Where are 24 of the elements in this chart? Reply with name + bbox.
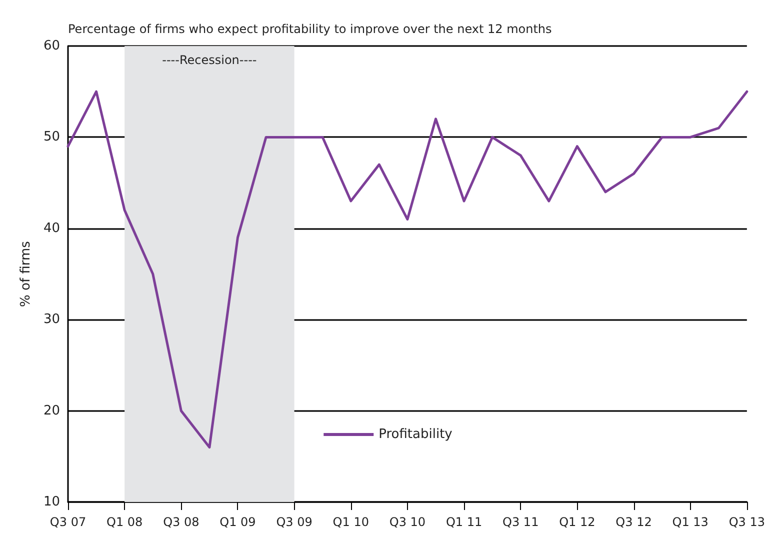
x-tick-label: Q3 11 bbox=[502, 515, 539, 529]
y-tick-label: 30 bbox=[43, 312, 60, 328]
chart-title: Percentage of firms who expect profitability to improve over the next 12 months bbox=[68, 22, 552, 36]
y-tick-label: 40 bbox=[43, 220, 60, 236]
x-tick-label: Q3 12 bbox=[616, 515, 652, 529]
y-tick-label: 20 bbox=[43, 403, 60, 418]
y-tick-label: 10 bbox=[43, 494, 60, 510]
x-tick-label: Q1 09 bbox=[220, 515, 256, 529]
band-label: ----Recession---- bbox=[162, 53, 257, 67]
x-tick-label: Q3 09 bbox=[276, 515, 312, 529]
x-tick-label: Q1 11 bbox=[446, 515, 482, 529]
x-tick-label: Q1 13 bbox=[672, 515, 708, 529]
y-axis-title: % of firms bbox=[18, 240, 34, 307]
x-tick-label: Q1 08 bbox=[106, 515, 143, 529]
x-tick-label: Q3 07 bbox=[50, 515, 86, 529]
x-tick-label: Q3 10 bbox=[389, 515, 426, 529]
line-series bbox=[66, 90, 748, 449]
y-tick-label: 50 bbox=[43, 130, 60, 145]
x-tick-label: Q3 08 bbox=[163, 515, 200, 529]
x-tick-label: Q1 12 bbox=[559, 515, 596, 529]
y-tick-label: 60 bbox=[43, 38, 60, 54]
legend-label: Profitability bbox=[378, 427, 453, 442]
x-tick-label: Q3 13 bbox=[728, 515, 766, 529]
x-tick-label: Q1 10 bbox=[332, 515, 369, 529]
